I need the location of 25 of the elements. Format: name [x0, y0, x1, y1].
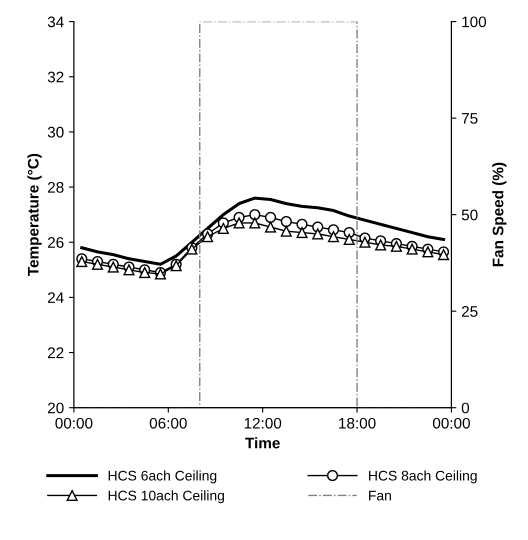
y-tick-label: 28	[48, 182, 64, 193]
x-tick-label: 06:00	[150, 418, 187, 429]
y2-tick-label: 25	[462, 306, 478, 317]
legend-label: HCS 8ach Ceiling	[369, 470, 477, 484]
x-tick-label: 00:00	[55, 418, 92, 429]
y2-tick-label: 0	[462, 402, 470, 414]
legend-label: Fan	[369, 490, 391, 500]
y2-tick-label: 50	[462, 210, 478, 220]
x-tick-label: 00:00	[432, 418, 470, 429]
legend-label: HCS 6ach Ceiling	[108, 470, 216, 484]
x-tick-label: 12:00	[244, 418, 282, 429]
y-tick-label: 22	[48, 347, 64, 358]
y-tick-label: 20	[48, 402, 64, 414]
y-tick-label: 32	[48, 72, 64, 82]
y-tick-label: 34	[48, 16, 64, 28]
y-axis-title: Temperature (°C)	[27, 154, 42, 276]
y2-tick-label: 75	[462, 113, 478, 124]
y2-tick-label: 100	[462, 16, 486, 28]
y2-axis-title: Fan Speed (%)	[492, 162, 506, 266]
y-tick-label: 26	[48, 237, 64, 248]
y-tick-label: 24	[48, 292, 64, 303]
legend-label: HCS 10ach Ceiling	[108, 490, 224, 504]
x-tick-label: 18:00	[339, 418, 376, 429]
x-axis-title: Time	[245, 437, 280, 448]
y-tick-label: 30	[48, 126, 64, 138]
